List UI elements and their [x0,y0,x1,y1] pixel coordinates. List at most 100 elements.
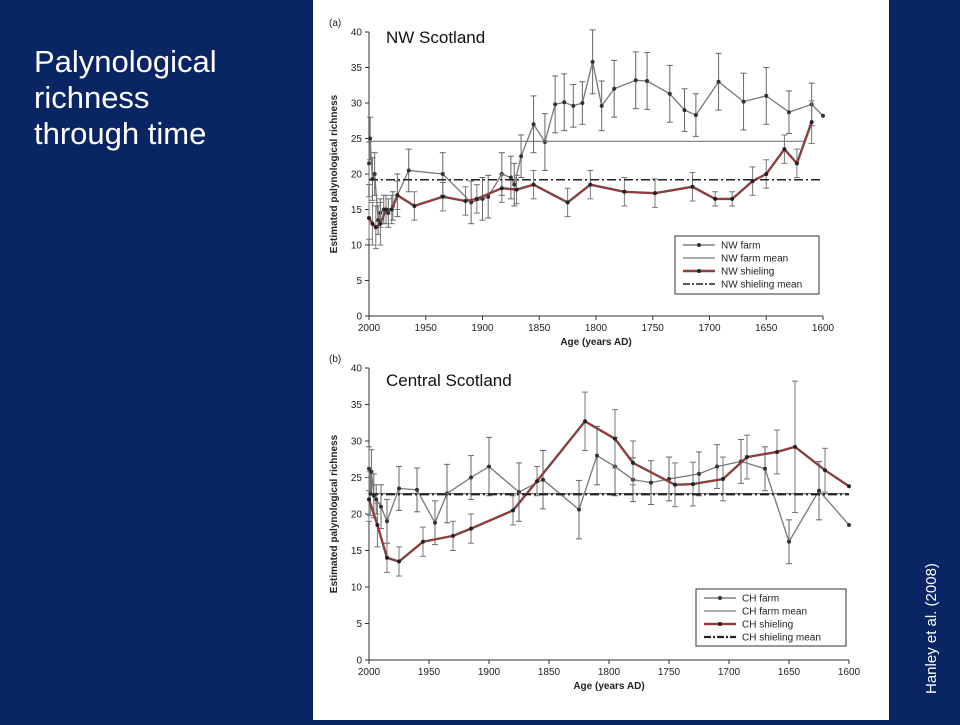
shieling-point [373,225,378,230]
farm-point [415,487,419,492]
shieling-point [514,187,519,192]
shieling-point [673,482,677,487]
shieling-point [809,120,814,125]
farm-point [633,78,638,83]
legend-swatch-marker [718,596,722,600]
x-tick-label: 1800 [585,323,608,334]
shieling-point [764,172,769,176]
x-axis-label: Age (years AD) [560,337,631,348]
legend-swatch-marker [697,243,701,247]
farm-point [817,488,821,493]
series-shieling-line [368,420,850,563]
farm-point [469,475,473,480]
shieling-point [793,444,797,449]
farm-point [577,507,581,512]
x-tick-label: 1850 [538,667,561,678]
shieling-point [653,191,658,196]
y-tick-label: 10 [351,583,363,594]
shieling-point [378,221,383,226]
x-tick-label: 1950 [418,667,441,678]
shieling-point [847,484,851,489]
farm-point [764,93,769,98]
legend-label: CH farm mean [742,607,807,618]
y-tick-label: 5 [356,619,362,630]
farm-point [645,78,650,83]
x-tick-label: 1850 [528,323,551,334]
farm-point [682,108,687,113]
shieling-point [745,455,749,460]
figure-panel: 0 5 10 15 20 25 30 35 40 2000 1950 1900 1850 1800 1750… [313,0,889,720]
y-tick-label: 5 [356,276,362,287]
shieling-point [531,182,536,187]
shieling-point [469,526,473,531]
shieling-point [474,196,479,201]
farm-point [553,102,558,107]
shieling-point [721,476,725,481]
y-tick-label: 20 [351,170,363,181]
farm-point [562,100,567,105]
farm-point [519,154,524,159]
shieling-point [588,182,593,187]
y-tick-label: 20 [351,510,363,521]
farm-point [741,99,746,104]
shieling-point [499,186,504,191]
y-tick-label: 30 [351,437,363,448]
y-axis-label: Estimated palynological richness [329,434,340,593]
legend-label: NW farm mean [721,254,788,265]
x-tick-label: 1900 [471,323,494,334]
x-tick-label: 1750 [642,323,665,334]
shieling-point [421,539,425,544]
y-tick-label: 35 [351,400,363,411]
farm-point [821,113,825,118]
legend-swatch-marker [697,269,701,273]
x-tick-label: 1650 [778,667,801,678]
farm-point [715,464,719,469]
farm-point [571,103,576,108]
farm-point [763,466,767,471]
shieling-point [440,194,445,199]
x-tick-label: 1700 [698,323,721,334]
y-tick-label: 0 [356,656,362,667]
shieling-point [690,184,695,189]
shieling-point [535,479,539,484]
farm-point [787,539,791,544]
shieling-point [389,207,394,212]
farm-point [397,486,401,491]
legend-swatch-marker [718,622,722,626]
shieling-point [782,147,787,152]
farm-point [367,161,371,166]
x-tick-label: 1700 [718,667,741,678]
legend-label: CH farm [742,594,779,605]
legend-label: NW farm [721,241,760,252]
x-tick-label: 1950 [415,323,438,334]
shieling-point [713,196,718,201]
shieling-point [384,207,389,212]
farm-point [512,182,517,187]
legend-label: NW shieling mean [721,280,802,291]
shieling-point [412,203,417,208]
y-tick-label: 15 [351,205,363,216]
farm-point [368,136,373,141]
farm-point [595,453,599,458]
farm-point [406,168,411,173]
y-tick-label: 30 [351,99,363,110]
slide-title: Palynological richness through time [34,44,217,151]
legend-label: CH shieling mean [742,633,821,644]
farm-point [372,172,377,176]
panel-label: (a) [329,18,341,29]
farm-point [374,497,379,502]
farm-point [487,464,491,469]
farm-point [693,113,698,118]
shieling-point [375,522,380,527]
farm-point [440,172,445,176]
y-tick-label: 40 [351,364,363,375]
x-tick-label: 2000 [358,667,381,678]
farm-point [433,520,437,525]
shieling-point [631,460,635,465]
region-label: Central Scotland [386,371,512,390]
farm-point [386,211,391,216]
legend-label: CH shieling [742,620,793,631]
x-tick-label: 2000 [358,323,381,334]
shieling-point [691,482,695,487]
farm-point [469,200,474,205]
